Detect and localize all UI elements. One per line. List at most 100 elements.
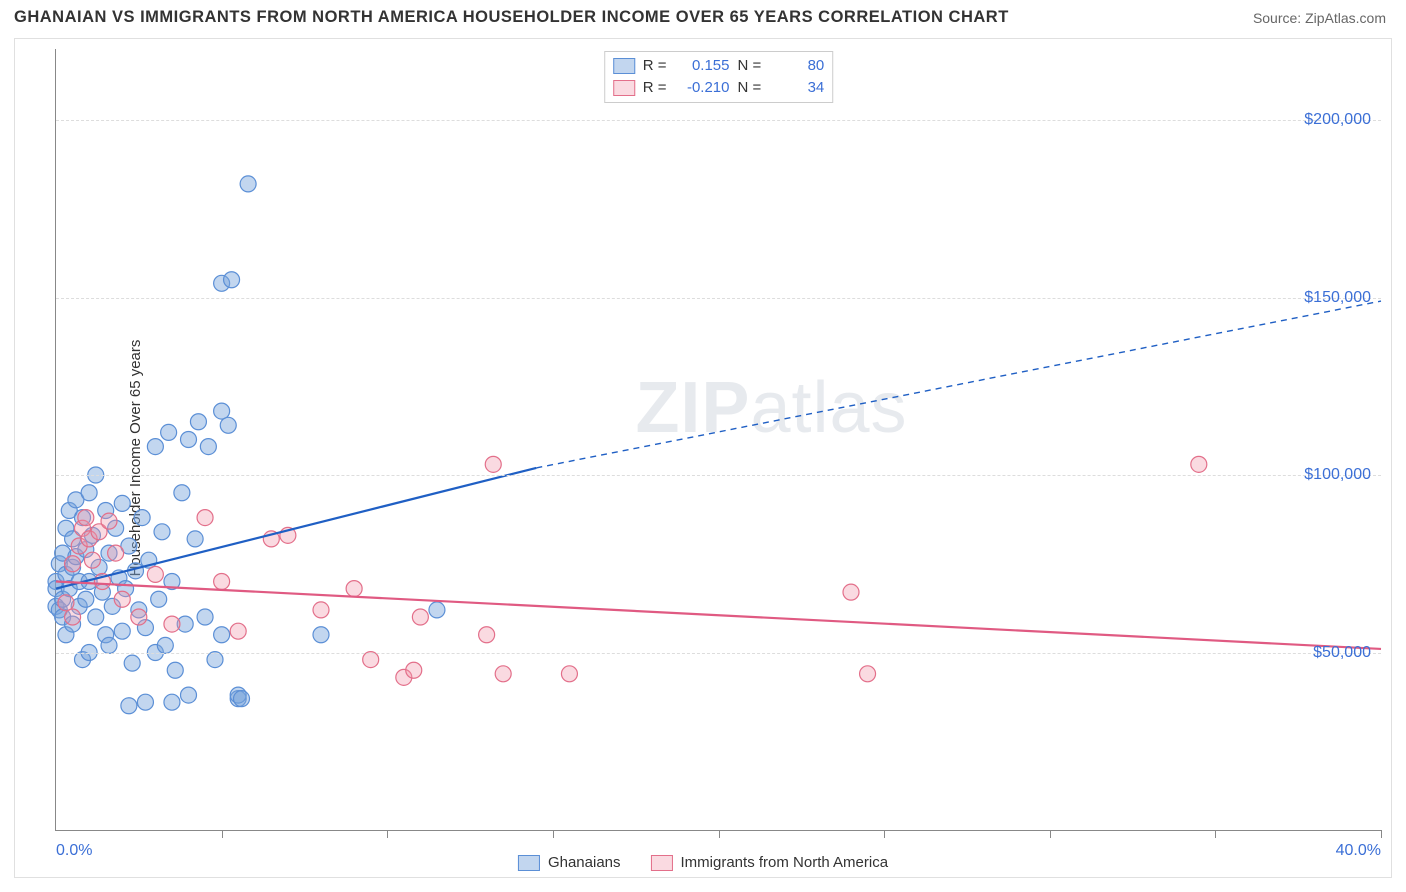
scatter-point bbox=[84, 552, 100, 568]
scatter-point bbox=[187, 531, 203, 547]
scatter-point bbox=[485, 456, 501, 472]
x-tick bbox=[884, 830, 885, 838]
x-tick bbox=[387, 830, 388, 838]
scatter-point bbox=[200, 439, 216, 455]
scatter-point bbox=[131, 609, 147, 625]
scatter-point bbox=[181, 687, 197, 703]
scatter-point bbox=[197, 510, 213, 526]
scatter-point bbox=[495, 666, 511, 682]
scatter-point bbox=[114, 591, 130, 607]
scatter-point bbox=[313, 627, 329, 643]
scatter-point bbox=[137, 694, 153, 710]
trend-line-extrapolated bbox=[536, 301, 1381, 468]
scatter-point bbox=[124, 655, 140, 671]
scatter-point bbox=[346, 581, 362, 597]
scatter-point bbox=[88, 609, 104, 625]
y-tick-label: $100,000 bbox=[1304, 466, 1371, 484]
y-tick-label: $150,000 bbox=[1304, 289, 1371, 307]
scatter-point bbox=[167, 662, 183, 678]
r-value-1: -0.210 bbox=[675, 77, 730, 99]
scatter-point bbox=[561, 666, 577, 682]
scatter-point bbox=[157, 637, 173, 653]
gridline bbox=[56, 653, 1381, 654]
swatch-blue bbox=[518, 855, 540, 871]
x-tick bbox=[719, 830, 720, 838]
y-tick-label: $50,000 bbox=[1313, 644, 1371, 662]
scatter-point bbox=[214, 627, 230, 643]
scatter-point bbox=[147, 439, 163, 455]
scatter-point bbox=[101, 513, 117, 529]
scatter-point bbox=[234, 691, 250, 707]
x-tick bbox=[1381, 830, 1382, 838]
scatter-point bbox=[412, 609, 428, 625]
scatter-point bbox=[214, 574, 230, 590]
stats-row-0: R = 0.155 N = 80 bbox=[613, 55, 825, 77]
stats-legend: R = 0.155 N = 80 R = -0.210 N = 34 bbox=[604, 51, 834, 103]
legend-label-0: Ghanaians bbox=[548, 854, 621, 871]
scatter-point bbox=[843, 584, 859, 600]
x-tick bbox=[1050, 830, 1051, 838]
scatter-point bbox=[81, 485, 97, 501]
scatter-point bbox=[58, 595, 74, 611]
n-label: N = bbox=[738, 77, 762, 99]
swatch-pink bbox=[651, 855, 673, 871]
scatter-point bbox=[197, 609, 213, 625]
scatter-point bbox=[313, 602, 329, 618]
scatter-point bbox=[207, 652, 223, 668]
r-label: R = bbox=[643, 77, 667, 99]
legend-label-1: Immigrants from North America bbox=[681, 854, 889, 871]
scatter-point bbox=[147, 566, 163, 582]
scatter-point bbox=[1191, 456, 1207, 472]
scatter-point bbox=[101, 637, 117, 653]
swatch-pink bbox=[613, 80, 635, 96]
scatter-point bbox=[65, 556, 81, 572]
x-tick bbox=[222, 830, 223, 838]
trend-line bbox=[56, 582, 1381, 649]
n-label: N = bbox=[738, 55, 762, 77]
scatter-point bbox=[164, 694, 180, 710]
scatter-point bbox=[224, 272, 240, 288]
scatter-point bbox=[151, 591, 167, 607]
scatter-point bbox=[78, 510, 94, 526]
scatter-point bbox=[220, 417, 236, 433]
y-tick-label: $200,000 bbox=[1304, 111, 1371, 129]
scatter-point bbox=[134, 510, 150, 526]
legend-item-0: Ghanaians bbox=[518, 854, 621, 871]
r-label: R = bbox=[643, 55, 667, 77]
series-legend: Ghanaians Immigrants from North America bbox=[518, 854, 888, 871]
chart-container: Householder Income Over 65 years R = 0.1… bbox=[14, 38, 1392, 878]
x-tick bbox=[1215, 830, 1216, 838]
scatter-point bbox=[860, 666, 876, 682]
n-value-0: 80 bbox=[769, 55, 824, 77]
x-max-label: 40.0% bbox=[1336, 842, 1381, 860]
swatch-blue bbox=[613, 58, 635, 74]
gridline bbox=[56, 298, 1381, 299]
scatter-point bbox=[406, 662, 422, 678]
scatter-point bbox=[121, 698, 137, 714]
scatter-point bbox=[214, 403, 230, 419]
scatter-point bbox=[108, 545, 124, 561]
legend-item-1: Immigrants from North America bbox=[651, 854, 889, 871]
gridline bbox=[56, 120, 1381, 121]
scatter-point bbox=[230, 623, 246, 639]
scatter-point bbox=[363, 652, 379, 668]
scatter-point bbox=[161, 424, 177, 440]
scatter-point bbox=[190, 414, 206, 430]
trend-line bbox=[56, 468, 536, 589]
n-value-1: 34 bbox=[769, 77, 824, 99]
plot-area: R = 0.155 N = 80 R = -0.210 N = 34 ZIPat… bbox=[55, 49, 1381, 831]
scatter-point bbox=[429, 602, 445, 618]
scatter-point bbox=[240, 176, 256, 192]
x-tick bbox=[553, 830, 554, 838]
gridline bbox=[56, 475, 1381, 476]
scatter-point bbox=[114, 623, 130, 639]
scatter-point bbox=[479, 627, 495, 643]
stats-row-1: R = -0.210 N = 34 bbox=[613, 77, 825, 99]
scatter-point bbox=[174, 485, 190, 501]
scatter-point bbox=[154, 524, 170, 540]
scatter-point bbox=[181, 432, 197, 448]
x-min-label: 0.0% bbox=[56, 842, 92, 860]
scatter-point bbox=[114, 495, 130, 511]
scatter-point bbox=[78, 591, 94, 607]
source-credit: Source: ZipAtlas.com bbox=[1253, 10, 1386, 26]
